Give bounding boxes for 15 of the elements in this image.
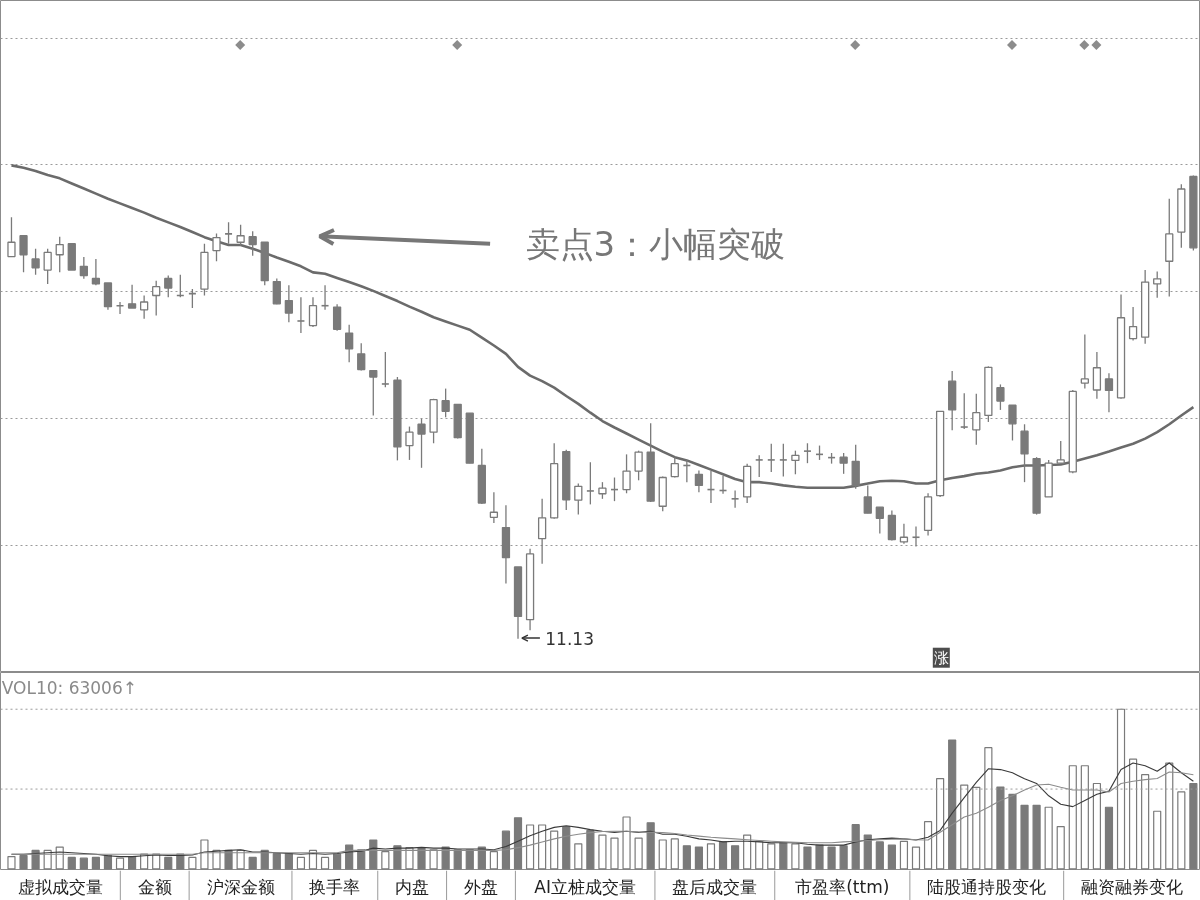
annotation: 卖点3：小幅突破: [525, 223, 786, 264]
text: 融资融券变化: [1081, 876, 1184, 897]
text: 内盘: [395, 876, 430, 897]
text: 陆股通持股变化: [927, 876, 1047, 897]
chart-title: VOL10: 63006↑: [1, 678, 137, 699]
text: 市盈率(ttm): [795, 876, 890, 897]
annotation: 11.13: [545, 628, 594, 649]
text: 虚拟成交量: [17, 876, 103, 897]
text: 换手率: [309, 876, 361, 897]
text: 盘后成交量: [672, 876, 758, 897]
text: AI立桩成交量: [534, 876, 636, 897]
text: 外盘: [463, 876, 498, 897]
text: 金额: [137, 876, 172, 897]
text: 涨: [933, 648, 949, 667]
text: 沪深金额: [206, 876, 275, 897]
